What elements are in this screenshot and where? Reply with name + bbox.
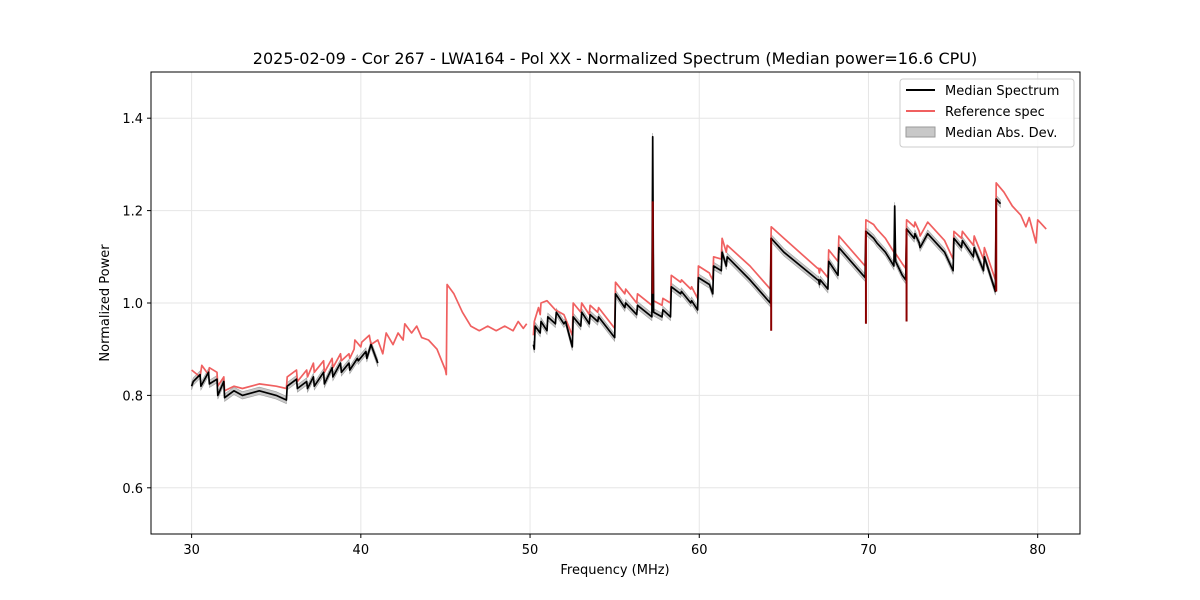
y-tick-label: 1.2	[122, 205, 143, 220]
legend-mad-swatch	[905, 126, 936, 138]
y-tick-label: 1.0	[122, 297, 143, 312]
x-tick-label: 70	[860, 543, 877, 558]
x-tick-label: 80	[1029, 543, 1046, 558]
median-spectrum-line	[190, 135, 1002, 401]
x-tick-label: 30	[183, 543, 200, 558]
x-tick-label: 40	[353, 543, 370, 558]
x-axis-label: Frequency (MHz)	[560, 563, 669, 578]
median-spectrum-segment	[190, 343, 379, 401]
x-axis-ticks: 30 40 50 60 70 80	[183, 534, 1046, 558]
y-tick-label: 0.8	[122, 389, 143, 404]
y-tick-label: 1.4	[122, 112, 143, 127]
median-abs-dev-band	[191, 132, 1001, 405]
median-spectrum-segment	[532, 135, 1002, 351]
legend-median-label: Median Spectrum	[945, 84, 1059, 99]
chart-title: 2025-02-09 - Cor 267 - LWA164 - Pol XX -…	[253, 49, 977, 68]
mad-band-segment	[533, 132, 1001, 353]
y-axis-label: Normalized Power	[98, 244, 113, 362]
y-tick-label: 0.6	[122, 482, 143, 497]
y-axis-ticks: 0.6 0.8 1.0 1.2 1.4	[122, 112, 151, 497]
legend-reference-label: Reference spec	[945, 105, 1045, 120]
legend-mad-label: Median Abs. Dev.	[945, 126, 1057, 141]
reference-spec-segment	[191, 283, 528, 392]
legend-frame	[899, 78, 1075, 148]
x-tick-label: 60	[691, 543, 708, 558]
legend: Median Spectrum Reference spec Median Ab…	[899, 78, 1075, 148]
x-tick-label: 50	[522, 543, 539, 558]
mad-band-segment	[191, 339, 379, 405]
